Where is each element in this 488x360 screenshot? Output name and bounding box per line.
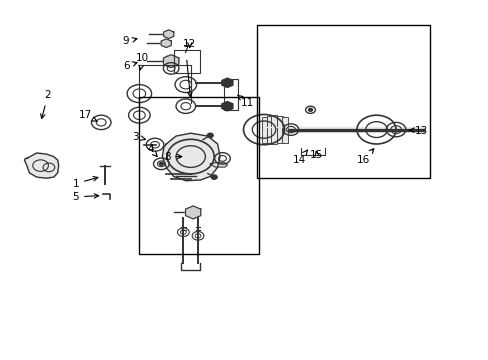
Circle shape <box>207 133 213 138</box>
Polygon shape <box>185 206 201 219</box>
Bar <box>256 25 429 178</box>
Polygon shape <box>24 153 59 178</box>
Polygon shape <box>163 55 179 68</box>
Text: 6: 6 <box>122 61 137 71</box>
Text: 7: 7 <box>182 45 192 97</box>
Bar <box>266 116 272 143</box>
Polygon shape <box>163 30 173 39</box>
Text: 15: 15 <box>309 150 323 160</box>
Text: 9: 9 <box>122 36 137 46</box>
Text: 17: 17 <box>79 110 97 122</box>
Bar <box>261 117 267 143</box>
Bar <box>277 116 283 143</box>
Text: 13: 13 <box>408 126 427 136</box>
Polygon shape <box>222 78 232 87</box>
Text: 4: 4 <box>147 144 157 157</box>
Bar <box>282 117 287 143</box>
Text: 16: 16 <box>356 149 373 165</box>
Polygon shape <box>162 133 220 181</box>
Bar <box>139 97 259 254</box>
Circle shape <box>308 108 312 111</box>
Text: 2: 2 <box>41 90 51 118</box>
Text: 10: 10 <box>136 53 149 70</box>
Polygon shape <box>210 163 227 167</box>
Bar <box>224 79 237 110</box>
Text: 11: 11 <box>237 95 253 108</box>
Text: 12: 12 <box>183 39 196 49</box>
Text: 14: 14 <box>292 150 307 165</box>
Bar <box>271 115 277 144</box>
Text: 1: 1 <box>72 176 98 189</box>
Polygon shape <box>161 39 171 48</box>
Circle shape <box>211 175 217 179</box>
Text: 5: 5 <box>72 192 99 202</box>
Text: 8: 8 <box>163 152 182 162</box>
Text: 3: 3 <box>132 132 145 142</box>
Circle shape <box>159 162 163 165</box>
Bar <box>173 50 200 73</box>
Polygon shape <box>222 102 232 111</box>
